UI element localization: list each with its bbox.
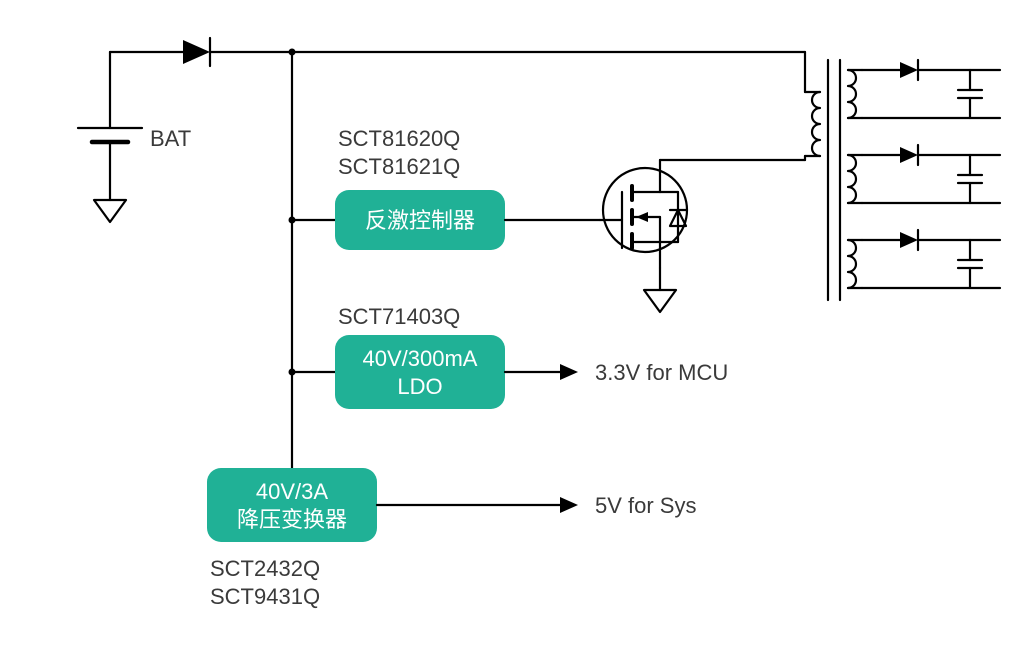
ground-bat [94,200,126,222]
node-bus-flyback [289,217,296,224]
diode-input [183,38,210,66]
buck-block-line1: 40V/3A [256,479,328,504]
ldo-part: SCT71403Q [338,304,460,329]
flyback-part2: SCT81621Q [338,154,460,179]
ldo-block-line1: 40V/300mA [363,346,478,371]
node-bus-top [289,49,296,56]
buck-output-label: 5V for Sys [595,493,696,518]
ldo-output-label: 3.3V for MCU [595,360,728,385]
node-bus-ldo [289,369,296,376]
arrow-buck-out [560,497,578,513]
transformer [805,60,862,300]
mosfet [600,160,687,268]
buck-part2: SCT9431Q [210,584,320,609]
battery-label: BAT [150,126,191,151]
buck-part1: SCT2432Q [210,556,320,581]
secondary-output-2 [862,145,1000,203]
arrow-ldo-out [560,364,578,380]
flyback-block-text: 反激控制器 [365,208,475,233]
flyback-part1: SCT81620Q [338,126,460,151]
secondary-output-1 [862,60,1000,118]
battery-symbol [78,128,142,142]
ground-mosfet [644,268,676,312]
secondary-output-3 [862,230,1000,288]
buck-block-line2: 降压变换器 [237,507,347,532]
circuit-diagram: BAT 反激控制器 SCT81620Q SCT81621Q [0,0,1019,669]
ldo-block-line2: LDO [397,374,442,399]
